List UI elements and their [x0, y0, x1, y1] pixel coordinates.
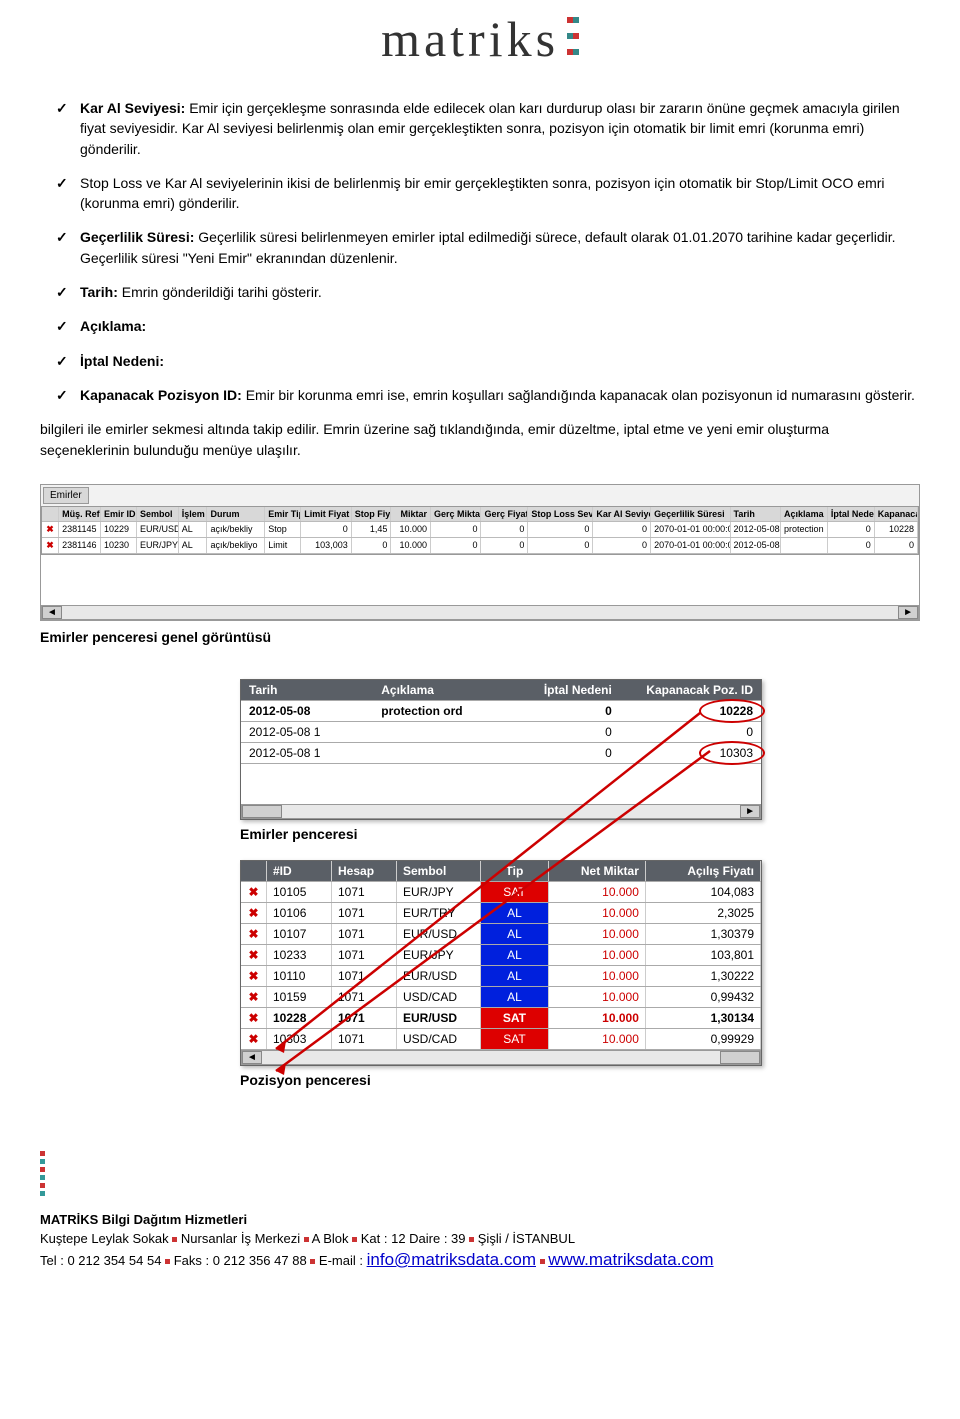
zoom-row[interactable]: 2012-05-08 100: [241, 722, 761, 743]
footer-addr2: Nursanlar İş Merkezi: [181, 1231, 300, 1246]
footer-addr5: Şişli / İSTANBUL: [478, 1231, 575, 1246]
position-row[interactable]: ✖102331071EUR/JPYAL10.000103,801: [241, 945, 761, 966]
footer-addr1: Kuştepe Leylak Sokak: [40, 1231, 169, 1246]
checklist-item: Kapanacak Pozisyon ID: Emir bir korunma …: [80, 385, 920, 405]
emirler-title: Emirler: [43, 487, 89, 504]
caption-emirler-general: Emirler penceresi genel görüntüsü: [40, 629, 920, 645]
caption-pozisyon: Pozisyon penceresi: [240, 1072, 920, 1088]
pos-h-sembol: Sembol: [397, 861, 481, 881]
footer-addr4: Kat : 12 Daire : 39: [361, 1231, 466, 1246]
positions-table: #ID Hesap Sembol Tip Net Miktar Açılış F…: [240, 860, 762, 1066]
zoom-scrollbar[interactable]: ►: [241, 804, 761, 819]
footer-tel: Tel : 0 212 354 54 54: [40, 1253, 161, 1268]
pos-h-miktar: Net Miktar: [549, 861, 646, 881]
scroll-left-icon[interactable]: ◄: [42, 606, 62, 619]
pos-h-fiyat: Açılış Fiyatı: [646, 861, 761, 881]
emirler-row[interactable]: ✖238114610230EUR/JPYALaçık/bekliyoLimit1…: [42, 538, 918, 554]
emirler-header-row: Müş. RefEmir IDSembolİşlemDurumEmir Tipi…: [42, 507, 918, 522]
info-paragraph: bilgileri ile emirler sekmesi altında ta…: [40, 419, 920, 460]
zoom-h-tarih: Tarih: [241, 680, 373, 700]
checklist-item: Açıklama:: [80, 316, 920, 336]
zoom-header-row: Tarih Açıklama İptal Nedeni Kapanacak Po…: [241, 680, 761, 701]
position-row[interactable]: ✖101061071EUR/TRYAL10.0002,3025: [241, 903, 761, 924]
page-footer: MATRİKS Bilgi Dağıtım Hizmetleri Kuştepe…: [40, 1148, 920, 1270]
position-row[interactable]: ✖101051071EUR/JPYSAT10.000104,083: [241, 882, 761, 903]
pos-h-id: #ID: [267, 861, 332, 881]
pos-scrollbar[interactable]: ◄: [241, 1050, 761, 1065]
h-scrollbar[interactable]: ◄►: [41, 605, 919, 620]
pos-h-hesap: Hesap: [332, 861, 397, 881]
checklist-item: Stop Loss ve Kar Al seviyelerinin ikisi …: [80, 173, 920, 214]
footer-email-link[interactable]: info@matriksdata.com: [367, 1250, 536, 1269]
zoom-row[interactable]: 2012-05-08protection ord010228: [241, 701, 761, 722]
checklist: Kar Al Seviyesi: Emir için gerçekleşme s…: [40, 98, 920, 405]
footer-company: MATRİKS Bilgi Dağıtım Hizmetleri: [40, 1212, 920, 1227]
emirler-zoom-table: Tarih Açıklama İptal Nedeni Kapanacak Po…: [240, 679, 762, 820]
footer-addr3: A Blok: [312, 1231, 349, 1246]
zoom-h-aciklama: Açıklama: [373, 680, 487, 700]
zoom-row[interactable]: 2012-05-08 1010303: [241, 743, 761, 764]
checklist-item: İptal Nedeni:: [80, 351, 920, 371]
zoom-h-iptal: İptal Nedeni: [488, 680, 620, 700]
logo-dots: [567, 11, 579, 59]
checklist-item: Tarih: Emrin gönderildiği tarihi gösteri…: [80, 282, 920, 302]
scroll-right-icon[interactable]: ►: [898, 606, 918, 619]
checklist-item: Geçerlilik Süresi: Geçerlilik süresi bel…: [80, 227, 920, 268]
position-row[interactable]: ✖102281071EUR/USDSAT10.0001,30134: [241, 1008, 761, 1029]
footer-web-link[interactable]: www.matriksdata.com: [548, 1250, 713, 1269]
footer-faks: Faks : 0 212 356 47 88: [174, 1253, 307, 1268]
caption-emirler: Emirler penceresi: [240, 826, 920, 842]
pos-header-row: #ID Hesap Sembol Tip Net Miktar Açılış F…: [241, 861, 761, 882]
footer-email-label: E-mail :: [319, 1253, 363, 1268]
position-row[interactable]: ✖103031071USD/CADSAT10.0000,99929: [241, 1029, 761, 1050]
position-row[interactable]: ✖101591071USD/CADAL10.0000,99432: [241, 987, 761, 1008]
zoom-h-kap: Kapanacak Poz. ID: [620, 680, 761, 700]
emirler-row[interactable]: ✖238114510229EUR/USDALaçık/bekliyStop01,…: [42, 522, 918, 538]
emirler-screenshot: Emirler Müş. RefEmir IDSembolİşlemDurumE…: [40, 484, 920, 621]
position-row[interactable]: ✖101071071EUR/USDAL10.0001,30379: [241, 924, 761, 945]
pos-h-tip: Tip: [481, 861, 550, 881]
position-row[interactable]: ✖101101071EUR/USDAL10.0001,30222: [241, 966, 761, 987]
logo-text: matriks: [381, 11, 559, 67]
logo-block: matriks: [40, 10, 920, 68]
checklist-item: Kar Al Seviyesi: Emir için gerçekleşme s…: [80, 98, 920, 159]
